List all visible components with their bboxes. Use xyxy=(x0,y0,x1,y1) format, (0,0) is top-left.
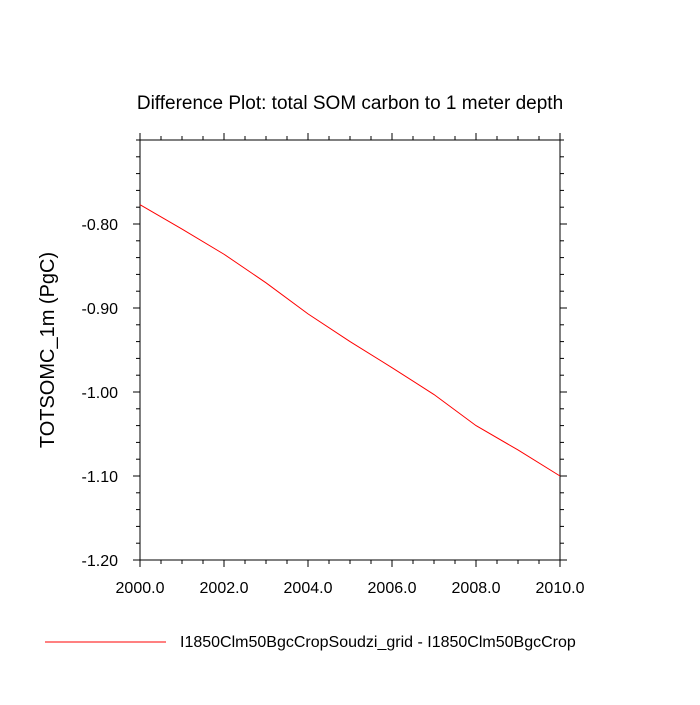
plot-area: 2000.0 2002.0 2004.0 2006.0 2008.0 2010.0 -1.2… xyxy=(82,133,585,597)
y-axis-label: TOTSOMC_1m (PgC) xyxy=(37,252,59,448)
x-tick-label: 2010.0 xyxy=(536,580,585,597)
y-tick-label: -1.10 xyxy=(82,469,119,486)
legend-label: I1850Clm50BgcCropSoudzi_grid - I1850Clm5… xyxy=(180,634,576,651)
x-tick-label: 2000.0 xyxy=(116,580,165,597)
x-tick-label: 2008.0 xyxy=(452,580,501,597)
y-tick-label: -0.80 xyxy=(82,217,119,234)
x-tick-label: 2004.0 xyxy=(284,580,333,597)
y-tick-label: -1.00 xyxy=(82,385,119,402)
series-line-0 xyxy=(139,204,561,477)
chart-title: Difference Plot: total SOM carbon to 1 m… xyxy=(137,93,563,114)
x-tick-label: 2002.0 xyxy=(200,580,249,597)
legend: I1850Clm50BgcCropSoudzi_grid - I1850Clm5… xyxy=(45,634,576,651)
y-tick-label: -0.90 xyxy=(82,301,119,318)
x-tick-label: 2006.0 xyxy=(368,580,417,597)
y-tick-label: -1.20 xyxy=(82,553,119,570)
